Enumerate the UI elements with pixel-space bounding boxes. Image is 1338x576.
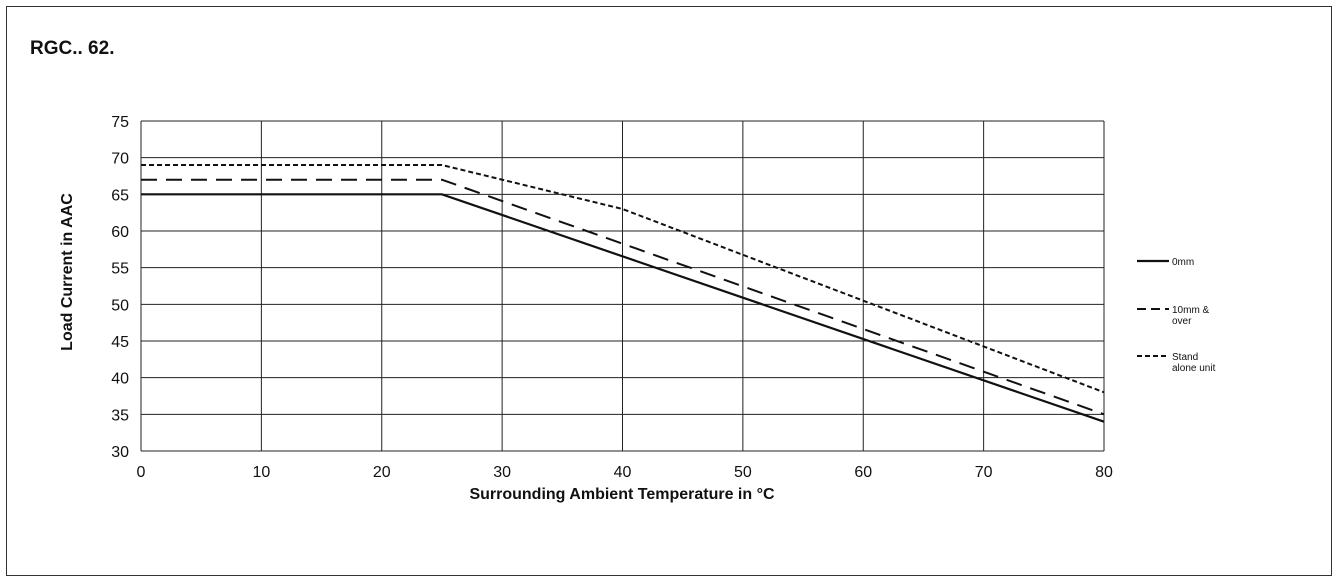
grid [140, 120, 1105, 452]
x-tick-label: 20 [373, 464, 391, 481]
series-line-3 [141, 164, 1105, 394]
x-tick-label: 70 [975, 464, 993, 481]
y-tick-labels: 30 35 40 45 50 55 60 65 70 75 [111, 114, 129, 461]
y-tick-label: 65 [111, 187, 129, 204]
y-tick-label: 75 [111, 114, 129, 131]
y-tick-label: 40 [111, 371, 129, 388]
x-axis-label: Surrounding Ambient Temperature in °C [469, 486, 775, 503]
y-tick-label: 35 [111, 407, 129, 424]
x-tick-labels: 0 10 20 30 40 50 60 70 80 [137, 464, 1113, 481]
x-tick-label: 60 [854, 464, 872, 481]
legend-label: 10mm & [1172, 305, 1210, 316]
chart-title: RGC.. 62. [30, 38, 115, 59]
series-lines [141, 164, 1105, 423]
legend-label: Stand [1172, 352, 1198, 363]
y-tick-label: 45 [111, 334, 129, 351]
x-tick-label: 80 [1095, 464, 1113, 481]
x-tick-label: 40 [614, 464, 632, 481]
x-tick-label: 10 [252, 464, 270, 481]
series-line-1 [141, 193, 1105, 423]
y-tick-label: 30 [111, 444, 129, 461]
y-tick-label: 55 [111, 261, 129, 278]
legend-label: over [1172, 316, 1192, 327]
series-line-2 [141, 178, 1105, 416]
y-tick-label: 60 [111, 224, 129, 241]
legend-label: 0mm [1172, 257, 1194, 268]
x-tick-label: 30 [493, 464, 511, 481]
x-tick-label: 50 [734, 464, 752, 481]
y-axis-label: Load Current in AAC [59, 193, 76, 351]
x-tick-label: 0 [137, 464, 146, 481]
legend-label: alone unit [1172, 363, 1216, 374]
y-tick-label: 70 [111, 151, 129, 168]
y-tick-label: 50 [111, 297, 129, 314]
